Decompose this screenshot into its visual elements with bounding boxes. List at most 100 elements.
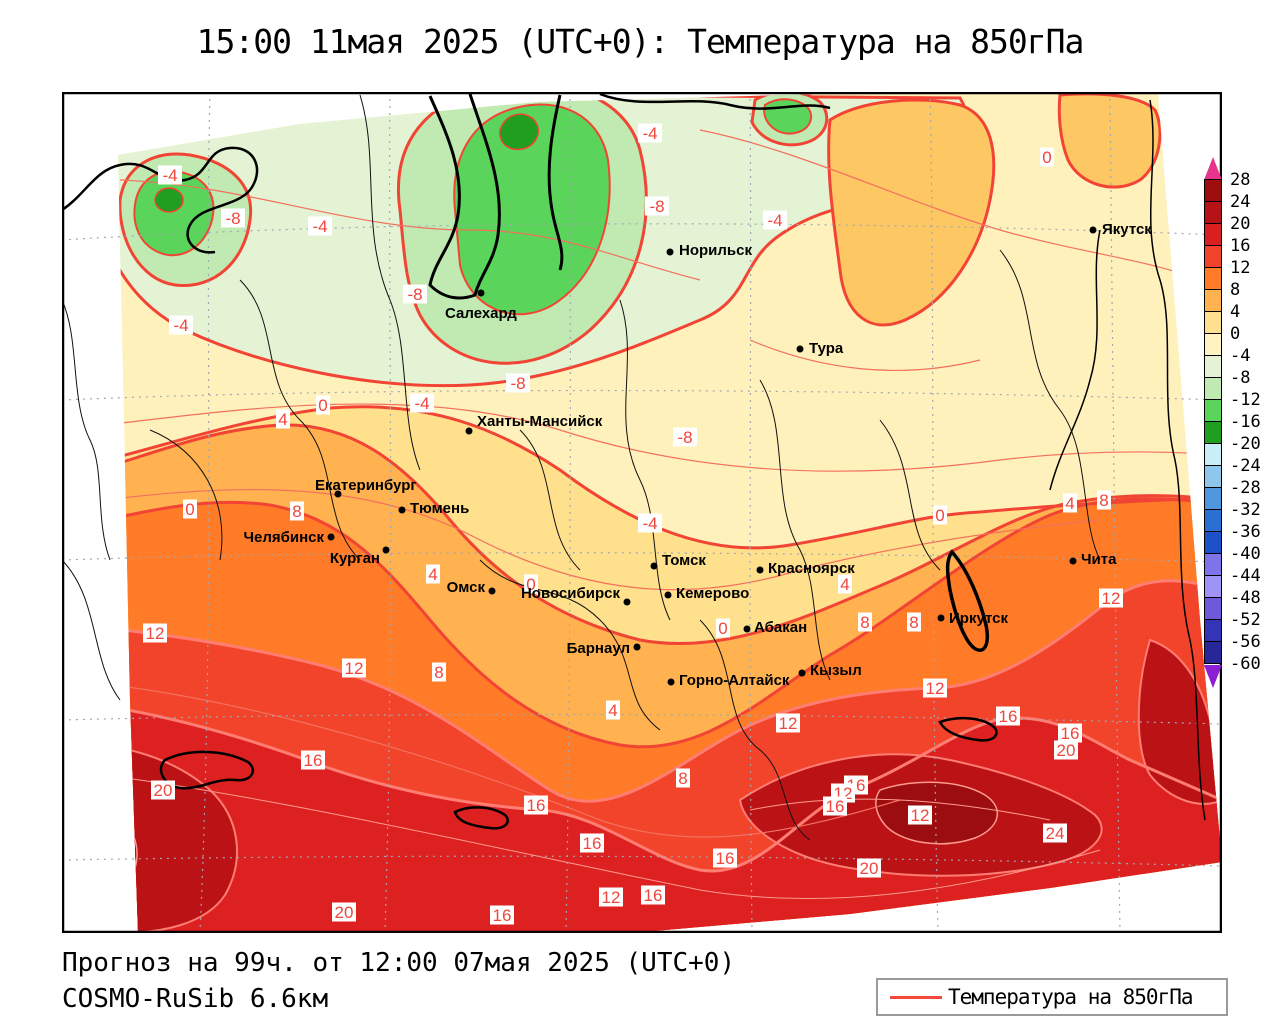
contour-label-box	[673, 427, 697, 447]
colorbar-tick-label: -48	[1230, 588, 1261, 608]
contour-label-box	[151, 780, 175, 800]
contour-label-box	[524, 795, 548, 815]
colorbar-tick-label: -60	[1230, 654, 1261, 674]
legend-line-swatch	[890, 995, 942, 999]
contour-label: -4	[414, 394, 429, 413]
city-label: Тура	[809, 340, 844, 357]
contour-label: 0	[935, 506, 944, 525]
city-label: Екатеринбург	[315, 477, 417, 494]
city-label: Иркутск	[949, 610, 1008, 627]
city-label: Ханты-Мансийск	[477, 413, 603, 430]
model-info: COSMO-RuSib 6.6км	[62, 984, 329, 1014]
city-dot	[1069, 557, 1077, 565]
city-label: Курган	[330, 550, 380, 567]
city-label: Горно-Алтайск	[679, 672, 790, 689]
colorbar-box	[1204, 289, 1222, 312]
city-dot	[798, 669, 806, 677]
contour-label: 20	[1057, 741, 1076, 760]
city-dot	[1089, 226, 1097, 234]
colorbar-tick-label: 8	[1230, 280, 1241, 300]
city-label: Кызыл	[810, 662, 862, 679]
contour-label: 8	[860, 613, 869, 632]
contour-label: -8	[225, 209, 240, 228]
contour-label-box	[1097, 490, 1111, 510]
contour-label: -8	[649, 197, 664, 216]
city-label: Челябинск	[243, 529, 324, 546]
city-label: Чита	[1081, 551, 1117, 568]
city-dot	[664, 591, 672, 599]
contour-label: -4	[767, 211, 782, 230]
city-dot	[666, 248, 674, 256]
contour-label: 4	[1065, 494, 1074, 513]
contour-label: 4	[840, 575, 849, 594]
contour-label-box	[169, 315, 193, 335]
contour-label-box	[506, 373, 530, 393]
city-dot	[756, 566, 764, 574]
contour-label-box	[301, 750, 325, 770]
city-label: Якутск	[1102, 221, 1152, 238]
colorbar-under-arrow-icon	[1204, 665, 1222, 688]
legend: Температура на 850гПа	[876, 978, 1228, 1016]
contour-label: 20	[860, 859, 879, 878]
lake-baikal	[945, 549, 989, 652]
city-markers: Норильск Салехард Тура Якутск Ханты-Мансийск…	[243, 221, 1152, 689]
contour-label-box	[857, 858, 881, 878]
city-dot	[650, 562, 658, 570]
contour-label-box	[332, 902, 356, 922]
colorbar-tick-label: -8	[1230, 368, 1251, 388]
colorbar-box	[1204, 333, 1222, 356]
contour-label-box	[776, 713, 800, 733]
colorbar-box	[1204, 531, 1222, 554]
contour-label-box	[403, 284, 427, 304]
colorbar-tick-label: 28	[1230, 170, 1251, 190]
contour-label-box	[290, 501, 304, 521]
contour-label: 12	[926, 679, 945, 698]
contour-label: 16	[826, 797, 845, 816]
contour-label-box	[1054, 740, 1078, 760]
colorbar-tick-label: 12	[1230, 258, 1251, 278]
colorbar-box	[1204, 179, 1222, 202]
colorbar-box	[1204, 619, 1222, 642]
contour-label-box	[1058, 723, 1082, 743]
colorbar-box	[1204, 553, 1222, 576]
contour-label: 0	[718, 619, 727, 638]
contour-label-box	[606, 700, 620, 720]
city-dot	[477, 289, 485, 297]
city-label: Тюмень	[410, 500, 469, 517]
contour-label: 16	[527, 796, 546, 815]
contour-label: 0	[185, 500, 194, 519]
contour-label-box	[713, 848, 737, 868]
contour-label-box	[641, 885, 665, 905]
colorbar-tick-label: -44	[1230, 566, 1261, 586]
contour-label: -8	[407, 285, 422, 304]
city-dot	[327, 533, 335, 541]
colorbar-tick-label: 4	[1230, 302, 1241, 322]
contour-label-box	[676, 768, 690, 788]
colorbar-tick-label: -16	[1230, 412, 1261, 432]
contour-label: 8	[909, 613, 918, 632]
colorbar-tick-label: -24	[1230, 456, 1261, 476]
city-label: Омск	[447, 579, 486, 596]
contour-label-box	[638, 123, 662, 143]
colorbar-box	[1204, 509, 1222, 532]
contour-label: 16	[999, 707, 1018, 726]
contour-label-box	[716, 618, 730, 638]
colorbar-box	[1204, 443, 1222, 466]
contour-label-box	[908, 805, 932, 825]
colorbar-box	[1204, 245, 1222, 268]
contour-label-box	[907, 612, 921, 632]
city-dot	[623, 598, 631, 606]
city-dot	[398, 506, 406, 514]
colorbar-over-arrow-icon	[1204, 157, 1222, 180]
contour-label: 16	[583, 834, 602, 853]
city-dot	[633, 643, 641, 651]
page-title: 15:00 11мая 2025 (UTC+0): Температура на…	[196, 22, 1085, 61]
colorbar-tick-label: -20	[1230, 434, 1261, 454]
colorbar-box	[1204, 487, 1222, 510]
contour-label-box	[1040, 147, 1054, 167]
contour-label: -4	[312, 217, 327, 236]
contour-label-box	[1063, 493, 1077, 513]
contour-label-box	[308, 216, 332, 236]
